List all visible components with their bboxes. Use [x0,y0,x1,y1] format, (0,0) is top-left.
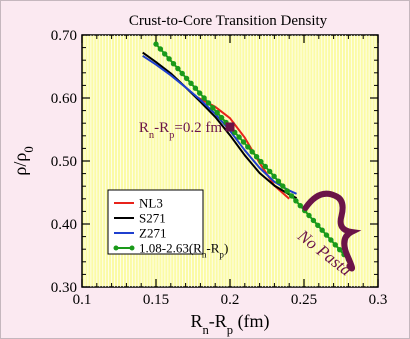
legend-label: 1.08-2.63(Rn-Rp) [139,241,228,260]
chart-title: Crust-to-Core Transition Density [129,13,328,29]
legend-marker [129,245,135,251]
x-tick-label: 0.3 [369,292,388,308]
fit-marker [284,188,290,194]
y-axis-title: ρ/ρ0 [10,146,36,175]
fit-marker [162,51,168,57]
x-tick-label: 0.2 [221,292,240,308]
fit-marker [332,242,338,248]
fit-marker [249,149,255,155]
legend-label: Z271 [139,226,166,241]
fit-marker [175,65,181,72]
highlight-label: Rn-Rp=0.2 fm [139,120,222,141]
series-line-1 [142,51,298,200]
axes: 0.1 0.15 0.2 0.25 0.3 0.30 0.40 0.50 0.60 0.70 [51,28,388,308]
fit-marker [245,144,251,150]
fit-marker [323,232,330,238]
fit-marker [271,173,277,179]
fit-marker [293,198,299,204]
fit-marker [306,212,312,219]
legend-label: NL3 [139,196,163,211]
fit-marker [258,158,264,165]
fit-marker [267,168,273,175]
fit-marker [240,139,247,145]
fit-marker [157,46,164,52]
fit-marker [183,75,190,82]
fit-marker [170,61,177,67]
fit-marker [315,222,321,228]
legend-label: S271 [139,211,166,226]
fit-marker [192,85,199,91]
x-tick-label: 0.1 [73,292,92,308]
fit-marker [288,193,295,199]
fit-marker [337,247,343,253]
fit-marker [188,80,194,87]
fit-marker [201,95,207,101]
legend-box [107,189,204,255]
fit-marker [275,178,282,184]
y-tick-label: 0.50 [51,154,77,170]
series [142,41,352,263]
fit-marker [197,90,203,96]
fit-marker [297,203,303,209]
fit-marker [319,227,325,233]
x-tick-label: 0.25 [291,292,317,308]
x-tick-label: 0.15 [143,292,169,308]
fit-marker [280,183,286,189]
y-tick-label: 0.60 [51,91,77,107]
fit-marker [179,70,185,77]
y-tick-label: 0.70 [51,28,77,44]
fit-marker [253,154,260,160]
fit-marker [236,134,242,140]
legend-marker [113,245,119,251]
fit-marker [205,100,212,106]
y-tick-label: 0.30 [51,280,77,296]
highlight-marker [225,122,235,132]
fit-marker [210,105,216,111]
fit-marker [166,56,172,62]
no-pasta-brace [302,190,362,272]
fit-marker [153,41,159,47]
fit-marker [262,163,268,170]
y-tick-label: 0.40 [51,217,77,233]
fit-marker [218,114,225,121]
x-axis-title: Rn-Rp (fm) [190,311,269,337]
fit-marker [328,237,334,243]
fit-marker [214,110,220,116]
fit-marker [310,217,317,224]
